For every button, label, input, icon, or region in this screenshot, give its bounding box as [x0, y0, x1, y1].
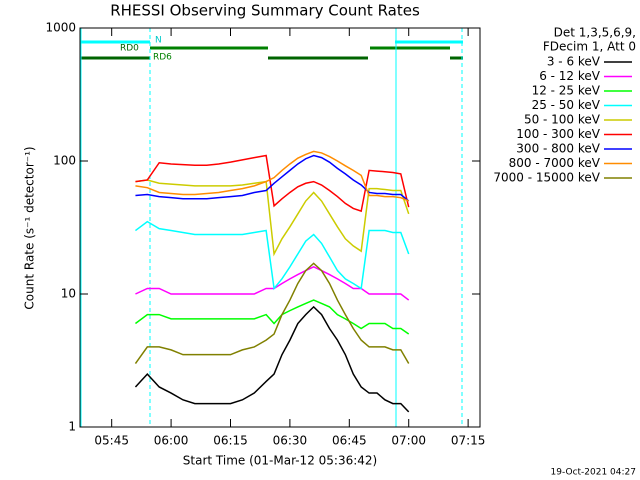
legend-header: Det 1,3,5,6,9,	[554, 26, 636, 40]
series-line	[134, 220, 410, 291]
series-line	[135, 266, 410, 301]
y-tick-label: 10	[61, 287, 76, 301]
legend-label: 100 - 300 keV	[516, 127, 600, 141]
x-tick-label: 06:00	[154, 434, 189, 448]
legend-label: 50 - 100 keV	[524, 113, 601, 127]
y-axis-label: Count Rate (s⁻¹ detector⁻¹)	[23, 146, 37, 309]
x-tick-label: 06:45	[332, 434, 367, 448]
legend-label: 6 - 12 keV	[539, 69, 601, 83]
series-line	[134, 305, 410, 413]
legend-label: 300 - 800 keV	[516, 142, 600, 156]
legend-label: 7000 - 15000 keV	[493, 171, 600, 185]
annotation: RD6	[153, 53, 172, 63]
series-line	[135, 154, 410, 202]
footer: 19-Oct-2021 04:27	[551, 468, 636, 478]
x-tick-label: 06:30	[273, 434, 308, 448]
series-line	[135, 179, 410, 257]
y-tick-label: 100	[53, 154, 76, 168]
x-tick-label: 05:45	[94, 434, 129, 448]
y-tick-label: 1	[68, 420, 76, 434]
status-bars	[80, 28, 463, 427]
series-line	[134, 299, 410, 335]
legend-header: FDecim 1, Att 0	[543, 40, 636, 54]
x-tick-label: 07:15	[451, 434, 486, 448]
x-tick-label: 07:00	[391, 434, 426, 448]
plot-frame	[79, 27, 481, 428]
legend-label: 3 - 6 keV	[547, 55, 601, 69]
chart-title: RHESSI Observing Summary Count Rates	[110, 2, 420, 20]
annotation: RD0	[120, 44, 139, 54]
annotation: N	[155, 36, 162, 46]
y-tick-label: 1000	[45, 21, 76, 35]
x-tick-label: 06:15	[213, 434, 248, 448]
legend-label: 800 - 7000 keV	[509, 156, 601, 170]
series-line	[135, 154, 410, 213]
legend-label: 12 - 25 keV	[532, 84, 601, 98]
series-line	[134, 262, 410, 364]
x-axis-label: Start Time (01-Mar-12 05:36:42)	[183, 454, 377, 468]
series-line	[135, 150, 410, 202]
legend-label: 25 - 50 keV	[532, 98, 601, 112]
